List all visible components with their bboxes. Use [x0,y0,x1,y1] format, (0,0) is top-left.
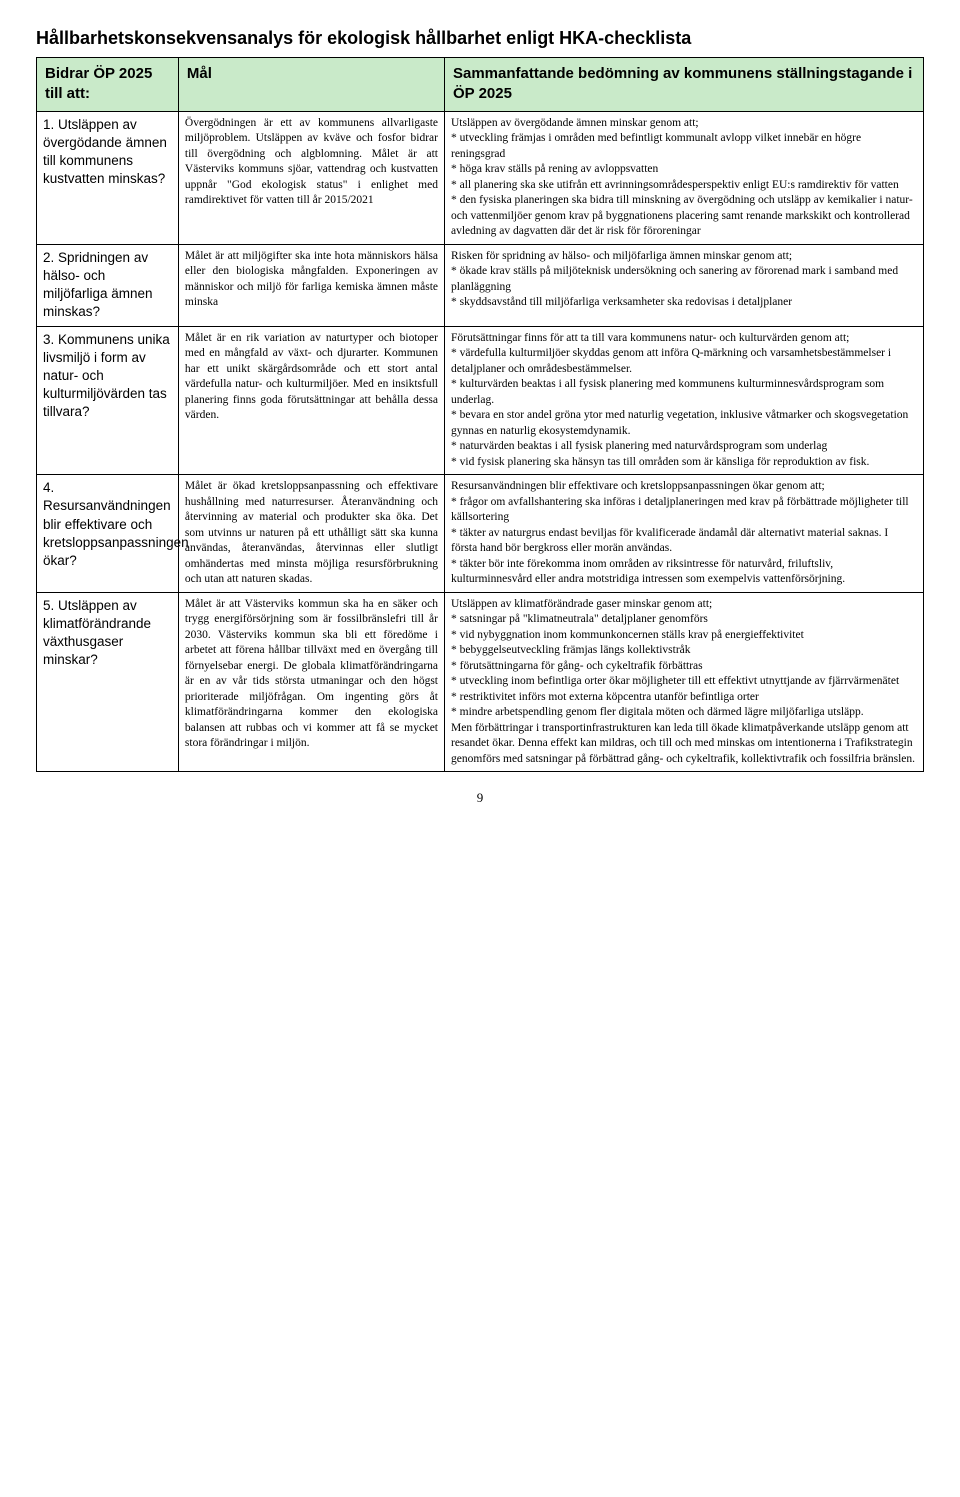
table-row: 3. Kommunens unika livsmiljö i form av n… [37,326,924,475]
samm-cell: Resursanvändningen blir effektivare och … [445,475,924,593]
page-number: 9 [36,790,924,806]
table-row: 1. Utsläppen av övergödande ämnen till k… [37,111,924,244]
samm-cell: Förutsättningar finns för att ta till va… [445,326,924,475]
mal-cell: Målet är att miljögifter ska inte hota m… [178,244,444,326]
samm-cell: Utsläppen av klimatförändrade gaser mins… [445,592,924,772]
mal-cell: Målet är en rik variation av naturtyper … [178,326,444,475]
mal-cell: Övergödningen är ett av kommunens allvar… [178,111,444,244]
table-header-row: Bidrar ÖP 2025 till att: Mål Sammanfatta… [37,58,924,112]
header-mal: Mål [178,58,444,112]
bidrar-cell: 4. Resursanvändningen blir effektivare o… [37,475,179,593]
header-bidrar: Bidrar ÖP 2025 till att: [37,58,179,112]
bidrar-cell: 3. Kommunens unika livsmiljö i form av n… [37,326,179,475]
table-row: 2. Spridningen av hälso- och miljöfarlig… [37,244,924,326]
mal-cell: Målet är att Västerviks kommun ska ha en… [178,592,444,772]
table-row: 5. Utsläppen av klimatförändrande växthu… [37,592,924,772]
hka-table: Bidrar ÖP 2025 till att: Mål Sammanfatta… [36,57,924,772]
samm-cell: Risken för spridning av hälso- och miljö… [445,244,924,326]
bidrar-cell: 1. Utsläppen av övergödande ämnen till k… [37,111,179,244]
page-title: Hållbarhetskonsekvensanalys för ekologis… [36,28,924,49]
header-samm: Sammanfattande bedömning av kommunens st… [445,58,924,112]
table-row: 4. Resursanvändningen blir effektivare o… [37,475,924,593]
mal-cell: Målet är ökad kretsloppsanpassning och e… [178,475,444,593]
samm-cell: Utsläppen av övergödande ämnen minskar g… [445,111,924,244]
bidrar-cell: 2. Spridningen av hälso- och miljöfarlig… [37,244,179,326]
bidrar-cell: 5. Utsläppen av klimatförändrande växthu… [37,592,179,772]
